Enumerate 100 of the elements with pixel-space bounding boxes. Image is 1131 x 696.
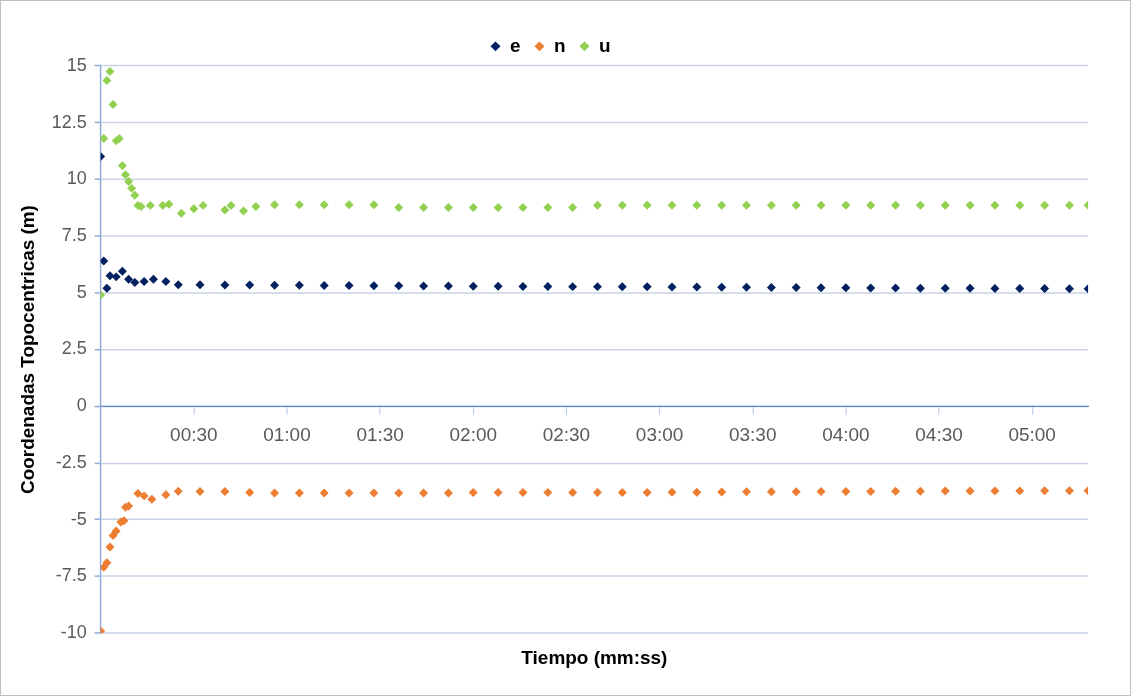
point xyxy=(121,170,130,180)
point xyxy=(965,283,975,293)
point xyxy=(766,487,776,497)
point xyxy=(866,283,876,293)
point xyxy=(419,488,429,498)
point xyxy=(891,486,901,496)
point xyxy=(251,202,261,212)
point xyxy=(791,200,801,210)
y-tick-label: 2.5 xyxy=(61,338,87,359)
point xyxy=(161,276,171,286)
point xyxy=(394,202,404,212)
point xyxy=(642,200,652,210)
point xyxy=(592,200,602,210)
legend-label: u xyxy=(598,34,611,56)
point xyxy=(102,558,112,568)
point xyxy=(133,489,143,499)
point xyxy=(176,208,186,218)
point xyxy=(148,274,158,284)
point xyxy=(100,133,109,143)
x-tick-label: 00:30 xyxy=(170,423,218,445)
y-axis-title: Coordenadas Topocentricas (m) xyxy=(16,205,38,494)
point xyxy=(742,200,752,210)
point xyxy=(1064,486,1074,496)
y-tick-label: -7.5 xyxy=(55,565,87,586)
point xyxy=(139,276,149,286)
point xyxy=(940,200,950,210)
point xyxy=(717,200,727,210)
point xyxy=(965,486,975,496)
point xyxy=(173,280,183,290)
x-tick-label: 02:30 xyxy=(542,423,591,445)
point xyxy=(419,202,429,212)
point xyxy=(866,200,876,210)
point xyxy=(270,200,280,210)
point xyxy=(220,280,230,290)
point xyxy=(468,487,478,497)
point xyxy=(127,183,137,193)
x-tick-label: 02:00 xyxy=(449,423,497,445)
point xyxy=(319,281,329,290)
point xyxy=(294,200,304,210)
point xyxy=(161,490,171,500)
point xyxy=(139,491,149,501)
point xyxy=(443,488,453,498)
point xyxy=(518,487,528,497)
point xyxy=(1015,200,1025,210)
point xyxy=(344,200,354,210)
point xyxy=(1040,486,1050,496)
point xyxy=(493,281,503,291)
point xyxy=(270,488,280,498)
point xyxy=(816,200,826,210)
point xyxy=(369,281,379,291)
point xyxy=(568,282,578,292)
point xyxy=(344,281,354,290)
point xyxy=(111,526,121,536)
point xyxy=(130,278,140,288)
point xyxy=(1064,200,1074,210)
point xyxy=(294,488,304,498)
point xyxy=(891,200,901,210)
point xyxy=(990,486,1000,496)
x-tick-label: 05:00 xyxy=(1008,423,1056,445)
point xyxy=(294,280,304,290)
x-tick-label: 01:30 xyxy=(356,423,404,445)
y-tick-label: -10 xyxy=(60,622,87,643)
point xyxy=(443,202,453,212)
point xyxy=(816,283,826,293)
point xyxy=(220,205,230,215)
point xyxy=(742,487,752,497)
point xyxy=(742,282,752,292)
point xyxy=(117,266,127,276)
legend-label: e xyxy=(509,34,521,56)
point xyxy=(493,487,503,497)
point xyxy=(102,283,112,293)
point xyxy=(147,494,157,504)
point xyxy=(105,542,115,552)
point xyxy=(195,280,205,290)
point xyxy=(394,488,404,498)
point xyxy=(468,202,478,212)
point xyxy=(1064,284,1074,294)
point xyxy=(841,283,851,293)
point xyxy=(245,280,255,290)
x-tick-label: 01:00 xyxy=(263,423,311,445)
point xyxy=(1040,283,1050,293)
y-tick-label: 12.5 xyxy=(51,111,87,132)
point xyxy=(245,487,255,497)
point xyxy=(369,200,379,210)
point xyxy=(791,487,801,497)
point xyxy=(164,199,174,209)
point xyxy=(105,67,115,76)
point xyxy=(841,200,851,210)
x-tick-label: 03:00 xyxy=(635,423,684,445)
x-tick-label: 04:30 xyxy=(915,423,963,445)
point xyxy=(990,200,1000,210)
point xyxy=(100,256,109,266)
point xyxy=(717,487,727,497)
point xyxy=(617,487,627,497)
y-tick-label: -5 xyxy=(70,508,87,529)
point xyxy=(766,283,776,293)
point xyxy=(105,271,115,281)
point xyxy=(617,282,627,292)
point xyxy=(617,200,627,210)
point xyxy=(108,99,118,109)
